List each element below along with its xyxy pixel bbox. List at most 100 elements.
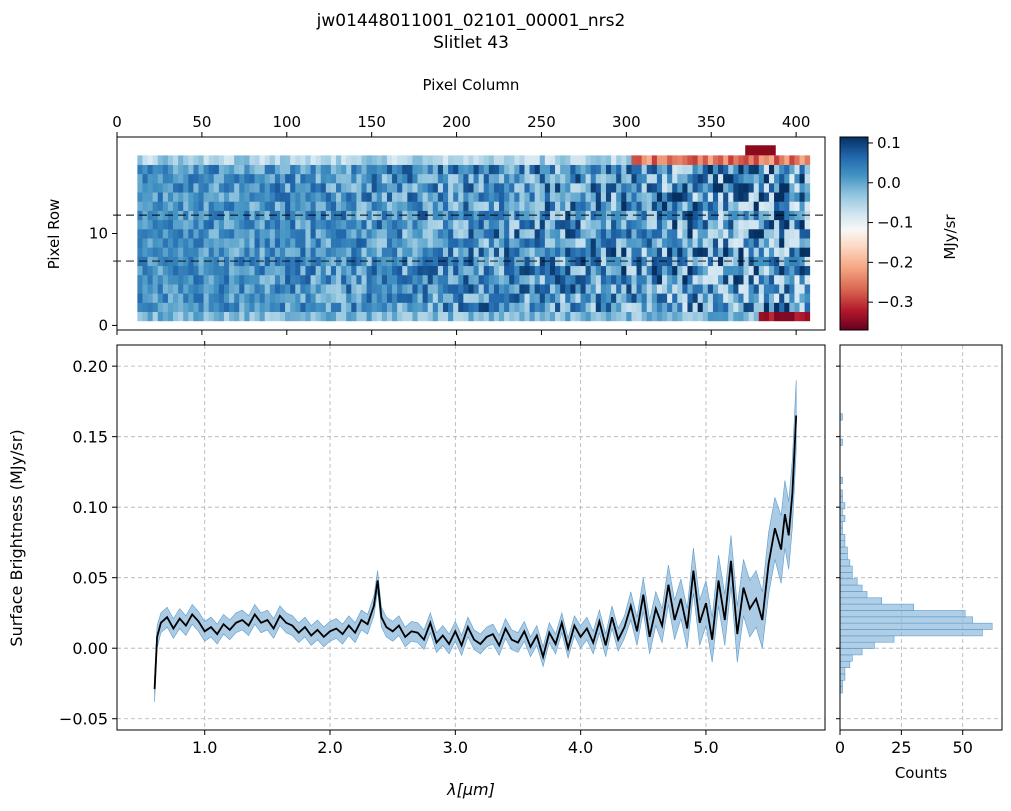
heatmap-cell — [723, 228, 729, 239]
heatmap-cell — [198, 265, 204, 276]
heatmap-cell — [239, 238, 245, 248]
heatmap-cell — [432, 302, 439, 313]
heatmap-cell — [315, 238, 322, 248]
heatmap-cell — [315, 256, 322, 267]
heatmap-cell — [570, 228, 576, 239]
heatmap-cell — [448, 293, 454, 303]
heatmap-cell — [162, 247, 169, 257]
heatmap-cell — [142, 192, 148, 202]
heatmap-cell — [198, 228, 204, 239]
histogram-bar — [840, 616, 973, 624]
heatmap-cell — [244, 164, 250, 175]
heatmap-cell — [152, 284, 159, 294]
heatmap-cell — [422, 228, 429, 239]
heatmap-cell — [234, 274, 240, 285]
heatmap-cell — [768, 256, 775, 267]
heatmap-cell — [488, 311, 495, 322]
heatmap-cell — [330, 155, 337, 165]
heatmap-cell — [290, 311, 296, 322]
heatmap-cell — [366, 201, 373, 211]
heatmap-cell — [784, 293, 790, 303]
heatmap-cell — [718, 284, 724, 294]
heatmap-cell — [534, 256, 541, 267]
heatmap-cell — [626, 210, 632, 221]
heatmap-cell — [356, 164, 362, 175]
heatmap-cell — [274, 247, 281, 257]
heatmap-cell — [702, 247, 709, 257]
heatmap-cell — [300, 238, 306, 248]
histogram-xtick-label: 25 — [891, 738, 911, 757]
heatmap-cell — [493, 293, 500, 303]
heatmap-cell — [269, 238, 276, 248]
heatmap-cell — [682, 274, 688, 285]
heatmap-cell — [728, 302, 734, 313]
heatmap-cell — [178, 265, 184, 276]
heatmap-cell — [656, 173, 663, 184]
heatmap-cell — [611, 265, 617, 276]
heatmap-cell — [310, 311, 317, 322]
heatmap-cell — [157, 284, 164, 294]
heatmap-cell — [290, 182, 296, 193]
heatmap-cell — [763, 201, 770, 211]
heatmap-cell — [274, 210, 281, 221]
heatmap-cell — [218, 228, 225, 239]
heatmap-cell — [305, 192, 311, 202]
heatmap-cell — [651, 228, 658, 239]
heatmap-cell — [392, 182, 398, 193]
heatmap-cell — [229, 182, 235, 193]
heatmap-cell — [763, 155, 770, 165]
heatmap-cell — [743, 256, 749, 267]
heatmap-cell — [641, 210, 648, 221]
heatmap-cell — [167, 247, 174, 257]
heatmap-cell — [636, 238, 643, 248]
heatmap-cell — [402, 164, 408, 175]
heatmap-cell — [733, 182, 739, 193]
heatmap-cell — [432, 265, 439, 276]
heatmap-cell — [188, 173, 194, 184]
heatmap-cell — [707, 173, 714, 184]
heatmap-cell — [356, 265, 362, 276]
heatmap-cell — [707, 192, 714, 202]
heatmap-cell — [142, 238, 148, 248]
heatmap-cell — [351, 219, 357, 230]
heatmap-cell — [244, 274, 250, 285]
heatmap-cell — [330, 311, 337, 322]
heatmap-cell — [407, 228, 413, 239]
heatmap-cell — [748, 247, 755, 257]
heatmap-cell — [198, 182, 204, 193]
heatmap-cell — [707, 182, 714, 193]
heatmap-cell — [768, 173, 775, 184]
heatmap-cell — [529, 219, 536, 230]
heatmap-cell — [371, 265, 378, 276]
heatmap-cell — [325, 219, 332, 230]
heatmap-cell — [570, 265, 576, 276]
heatmap-cell — [743, 265, 749, 276]
heatmap-cell — [493, 284, 500, 294]
heatmap-cell — [784, 238, 790, 248]
heatmap-cell — [442, 155, 449, 165]
heatmap-cell — [458, 210, 464, 221]
heatmap-cell — [412, 238, 418, 248]
heatmap-cell — [483, 201, 490, 211]
heatmap-cell — [295, 247, 301, 257]
heatmap-cell — [259, 274, 266, 285]
heatmap-cell — [677, 219, 683, 230]
heatmap-cell — [677, 274, 683, 285]
heatmap-cell — [651, 201, 658, 211]
heatmap-cell — [453, 201, 459, 211]
heatmap-cell — [499, 256, 505, 267]
heatmap-cell — [662, 293, 668, 303]
heatmap-cell — [519, 219, 525, 230]
heatmap-cell — [616, 293, 622, 303]
heatmap-cell — [697, 219, 704, 230]
heatmap-cell — [672, 284, 678, 294]
heatmap-cell — [707, 293, 714, 303]
heatmap-cell — [555, 228, 561, 239]
heatmap-cell — [738, 302, 744, 313]
heatmap-cell — [295, 173, 301, 184]
heatmap-cell — [142, 302, 148, 313]
heatmap-cell — [483, 164, 490, 175]
heatmap-cell — [366, 228, 373, 239]
heatmap-cell — [565, 274, 571, 285]
heatmap-cell — [157, 302, 164, 313]
